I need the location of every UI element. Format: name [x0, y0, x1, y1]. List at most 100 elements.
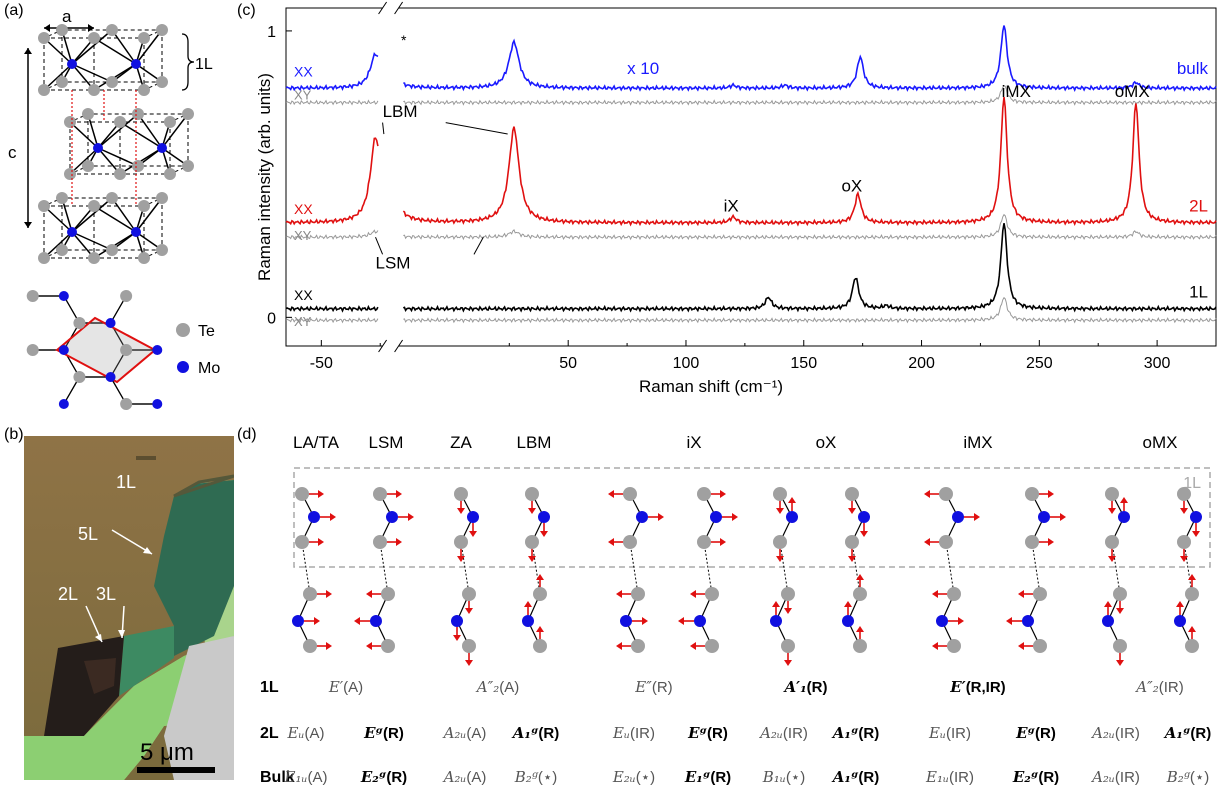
spectrum-2L-xx: [285, 137, 379, 226]
raman-spectra-chart: -50 50 100 150 200 250 300 0 1 Raman shift (cm⁻¹)…: [255, 1, 1217, 396]
lbm-label: LBM: [383, 102, 418, 121]
mo-atom: [105, 372, 116, 382]
pol-label-2l-xy: XY: [294, 228, 312, 243]
mo-atom: [1174, 615, 1186, 627]
symmetry-label: Eᵤ(IR): [928, 724, 971, 742]
te-atom: [939, 535, 953, 549]
displacement-arrowhead: [1180, 508, 1188, 514]
mo-atom-legend-icon: [177, 361, 189, 373]
mode-header-lsm: LSM: [369, 433, 404, 452]
mo-atom: [858, 511, 870, 523]
displacement-arrowhead: [732, 513, 738, 521]
flake-3l-label: 3L: [96, 584, 116, 604]
displacement-arrowhead: [528, 508, 536, 514]
interlayer-link: [629, 541, 639, 595]
mo-atom: [67, 227, 77, 237]
mo-atom: [451, 615, 463, 627]
symmetry-label: A″₂(A): [475, 678, 519, 696]
displacement-arrowhead: [1018, 642, 1024, 650]
mo-atom: [1118, 511, 1130, 523]
displacement-arrowhead: [366, 642, 372, 650]
mode-header-imx: iMX: [963, 433, 992, 452]
mo-te-bond: [135, 29, 163, 65]
displacement-arrowhead: [788, 497, 796, 503]
te-atom: [156, 192, 168, 204]
y-tick-label: 1: [267, 24, 276, 41]
displacement-arrowhead: [1108, 556, 1116, 562]
displacement-arrowhead: [1192, 531, 1200, 537]
displacement-arrowhead: [536, 574, 544, 580]
spectrum-1L-xx: [402, 223, 1217, 313]
mo-te-bond: [93, 205, 137, 233]
trace-label-1l: 1L: [1189, 282, 1208, 301]
displacement-arrowhead: [784, 608, 792, 614]
mo-atom: [308, 511, 320, 523]
displacement-arrowhead: [1060, 513, 1066, 521]
imx-label: iMX: [1002, 82, 1031, 101]
omx-label: oMX: [1115, 82, 1150, 101]
te-atom: [164, 168, 176, 180]
row-label-r3: Bulk: [260, 769, 295, 786]
displacement-arrowhead: [616, 590, 622, 598]
crystal-layers: [38, 24, 194, 264]
symmetry-label: A″₂(IR): [1134, 678, 1183, 696]
mo-atom: [105, 318, 116, 328]
mo-atom: [786, 511, 798, 523]
te-atom: [845, 487, 859, 501]
te-atom: [631, 639, 645, 653]
hexagon-top-view: [26, 290, 163, 410]
te-atom: [64, 116, 76, 128]
te-atom: [381, 587, 395, 601]
lattice-c-arrow: c: [8, 48, 32, 228]
symmetry-label: A₁ᵍ(R): [831, 768, 880, 786]
te-atom: [156, 244, 168, 256]
displacement-arrowhead: [1176, 601, 1184, 607]
trace-label-bulk: bulk: [1177, 59, 1209, 78]
mo-atom: [1022, 615, 1034, 627]
displacement-arrowhead: [1104, 601, 1112, 607]
displacement-arrowhead: [318, 490, 324, 498]
ix-label: iX: [724, 196, 739, 215]
spectrum-2L-xx: [402, 97, 1217, 227]
interlayer-link: [1183, 541, 1193, 595]
axis-break-mark: [394, 339, 403, 353]
x-tick-label: 200: [908, 355, 935, 372]
te-atom: [132, 108, 144, 120]
mo-te-bond: [43, 63, 73, 91]
te-atom: [853, 587, 867, 601]
displacement-arrowhead: [469, 531, 477, 537]
symmetry-label: Eᵍ(R): [1015, 724, 1056, 742]
symmetry-label: Eᵤ(IR): [612, 724, 655, 742]
x-tick-label: 50: [559, 355, 577, 372]
layer-label: 1L: [195, 56, 213, 73]
te-atom: [38, 200, 50, 212]
te-atom: [156, 76, 168, 88]
te-atom: [1033, 639, 1047, 653]
displacement-arrowhead: [457, 508, 465, 514]
mo-atom: [58, 291, 69, 301]
displacement-arrowhead: [690, 642, 696, 650]
lbm-arrow-right: [445, 122, 508, 135]
displacement-arrowhead: [616, 642, 622, 650]
mo-atom: [770, 615, 782, 627]
displacement-arrowhead: [844, 601, 852, 607]
monolayer-box-label: 1L: [1183, 475, 1201, 492]
layer-brace: [181, 33, 195, 91]
te-atom: [73, 317, 86, 329]
te-atom: [1105, 535, 1119, 549]
displacement-arrowhead: [924, 538, 930, 546]
te-atom: [773, 487, 787, 501]
te-atom: [106, 76, 118, 88]
displacement-arrowhead: [1116, 608, 1124, 614]
spectrum-1L-xy: [403, 296, 1217, 324]
te-atom: [373, 487, 387, 501]
displacement-arrowhead: [848, 556, 856, 562]
te-atom: [1105, 487, 1119, 501]
monolayer-box: [293, 467, 1211, 568]
x-tick-label: 150: [790, 355, 817, 372]
displacement-arrowhead: [924, 490, 930, 498]
x-axis-label: Raman shift (cm⁻¹): [639, 377, 783, 396]
spectrum-bulk-xy: [285, 99, 379, 106]
mode-header-ox: oX: [816, 433, 837, 452]
symmetry-label: A₂ᵤ(A): [442, 768, 487, 786]
